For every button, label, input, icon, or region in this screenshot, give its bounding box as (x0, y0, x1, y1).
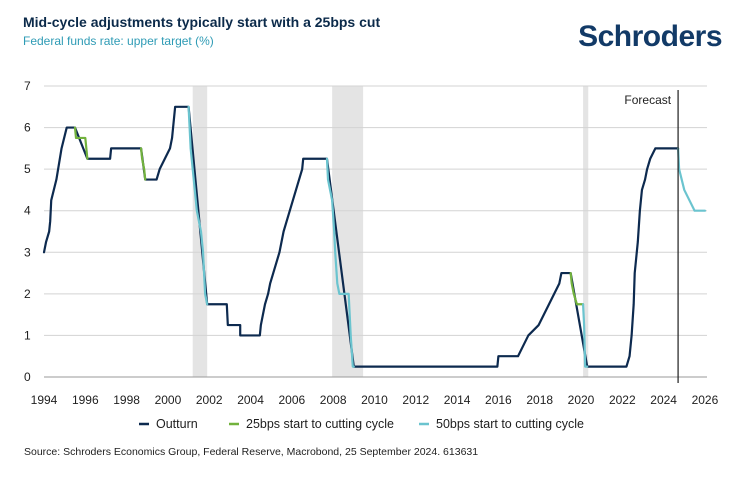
x-tick-label-2006: 2006 (278, 393, 305, 407)
x-tick-label-2008: 2008 (320, 393, 347, 407)
x-tick-label-2010: 2010 (361, 393, 388, 407)
y-tick-label-4: 4 (24, 204, 31, 218)
legend-label-outturn: Outturn (156, 417, 198, 431)
series-line-cut50-5 (325, 157, 355, 368)
y-tick-label-7: 7 (24, 79, 31, 93)
x-tick-label-2016: 2016 (485, 393, 512, 407)
series-line-cut50-7 (676, 147, 707, 212)
x-tick-label-2020: 2020 (568, 393, 595, 407)
x-tick-label-2022: 2022 (609, 393, 636, 407)
x-tick-label-1998: 1998 (113, 393, 140, 407)
y-gridlines (44, 85, 707, 336)
schroders-logo: Schroders (578, 20, 722, 53)
y-tick-labels: 0 1 2 3 4 5 6 7 (24, 79, 31, 384)
source-note: Source: Schroders Economics Group, Feder… (24, 446, 479, 458)
series-line-cut50-4 (187, 105, 209, 306)
y-tick-label-3: 3 (24, 245, 31, 259)
legend-label-cut25: 25bps start to cutting cycle (246, 417, 394, 431)
x-tick-labels: 1994 1996 1998 2000 2002 2004 2006 2008 2010 2012… (31, 393, 719, 407)
forecast-label: Forecast (624, 93, 671, 107)
chart-title: Mid-cycle adjustments typically start wi… (23, 14, 381, 30)
series-line-cut25-1 (73, 126, 89, 160)
x-tick-label-1994: 1994 (31, 393, 58, 407)
series-lines (42, 105, 707, 368)
legend-label-cut50: 50bps start to cutting cycle (436, 417, 584, 431)
x-tick-label-2026: 2026 (692, 393, 719, 407)
y-tick-label-2: 2 (24, 287, 31, 301)
y-tick-label-1: 1 (24, 328, 31, 342)
y-tick-label-5: 5 (24, 162, 31, 176)
x-tick-label-2018: 2018 (526, 393, 553, 407)
y-tick-label-6: 6 (24, 121, 31, 135)
series-line-outturn-0 (42, 105, 680, 368)
series-line-cut25-3 (569, 271, 585, 306)
chart-subtitle: Federal funds rate: upper target (%) (23, 34, 214, 48)
recession-band-2 (583, 86, 589, 377)
x-tick-label-2014: 2014 (444, 393, 471, 407)
x-tick-label-2002: 2002 (196, 393, 223, 407)
series-line-cut25-2 (139, 147, 147, 181)
x-tick-label-1996: 1996 (72, 393, 99, 407)
forecast-marker: Forecast (624, 90, 679, 383)
series-line-cut50-6 (581, 303, 589, 368)
legend: Outturn 25bps start to cutting cycle 50bps… (139, 417, 584, 431)
x-tick-label-2012: 2012 (402, 393, 429, 407)
x-tick-label-2004: 2004 (237, 393, 264, 407)
x-tick-label-2024: 2024 (650, 393, 677, 407)
x-tick-label-2000: 2000 (155, 393, 182, 407)
y-tick-label-0: 0 (24, 370, 31, 384)
